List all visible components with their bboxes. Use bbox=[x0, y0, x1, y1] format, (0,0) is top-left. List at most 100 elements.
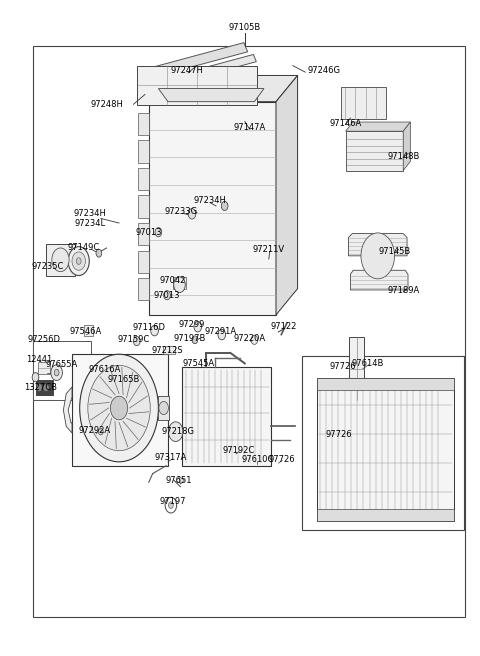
Circle shape bbox=[194, 321, 202, 332]
Bar bbox=[138, 113, 149, 135]
Bar bbox=[138, 251, 149, 273]
Bar bbox=[138, 223, 149, 245]
Text: 97616A: 97616A bbox=[88, 365, 121, 375]
Text: 97614B: 97614B bbox=[351, 359, 384, 368]
Text: 97256D: 97256D bbox=[28, 335, 60, 344]
Text: 97013: 97013 bbox=[135, 228, 162, 237]
Text: 97122: 97122 bbox=[270, 322, 296, 331]
Text: 97212S: 97212S bbox=[151, 346, 183, 355]
Polygon shape bbox=[403, 122, 410, 171]
Circle shape bbox=[192, 336, 198, 344]
Text: 97147A: 97147A bbox=[233, 123, 266, 132]
Bar bbox=[173, 277, 186, 289]
Circle shape bbox=[221, 201, 228, 211]
Text: 97233G: 97233G bbox=[165, 207, 198, 216]
Circle shape bbox=[110, 396, 128, 420]
Polygon shape bbox=[346, 122, 410, 131]
Polygon shape bbox=[276, 75, 298, 315]
Polygon shape bbox=[158, 89, 264, 102]
Text: 97165B: 97165B bbox=[108, 375, 140, 384]
Circle shape bbox=[96, 249, 102, 257]
Text: 97299: 97299 bbox=[179, 320, 205, 329]
Circle shape bbox=[151, 325, 158, 336]
Circle shape bbox=[361, 233, 395, 279]
Circle shape bbox=[168, 422, 183, 441]
Bar bbox=[317, 509, 454, 521]
Text: 97726: 97726 bbox=[269, 455, 296, 464]
Circle shape bbox=[164, 291, 170, 300]
Circle shape bbox=[32, 373, 39, 382]
Text: 97192C: 97192C bbox=[223, 445, 255, 455]
Text: 97291A: 97291A bbox=[205, 327, 237, 336]
Text: 97197: 97197 bbox=[159, 497, 186, 506]
Text: 97145B: 97145B bbox=[378, 247, 411, 256]
Text: 97042: 97042 bbox=[160, 276, 186, 285]
Bar bbox=[84, 325, 93, 336]
Circle shape bbox=[80, 354, 158, 462]
Polygon shape bbox=[158, 54, 256, 87]
Text: 97218G: 97218G bbox=[161, 427, 194, 436]
Bar bbox=[138, 195, 149, 218]
Polygon shape bbox=[149, 75, 298, 102]
Circle shape bbox=[188, 209, 196, 219]
Circle shape bbox=[98, 428, 103, 435]
Circle shape bbox=[52, 248, 69, 272]
Text: 97149C: 97149C bbox=[68, 243, 100, 253]
Bar bbox=[138, 278, 149, 300]
Circle shape bbox=[124, 379, 133, 390]
Polygon shape bbox=[348, 234, 407, 256]
Circle shape bbox=[44, 384, 48, 391]
Polygon shape bbox=[149, 43, 248, 77]
Bar bbox=[317, 378, 454, 521]
Text: 97159C: 97159C bbox=[117, 335, 150, 344]
Text: 97234H: 97234H bbox=[194, 196, 227, 205]
Circle shape bbox=[171, 427, 176, 434]
Circle shape bbox=[54, 369, 59, 376]
Text: 97234L: 97234L bbox=[75, 218, 106, 228]
Polygon shape bbox=[350, 270, 408, 290]
Circle shape bbox=[159, 401, 168, 415]
Text: 97189A: 97189A bbox=[387, 286, 420, 295]
Circle shape bbox=[218, 329, 226, 340]
Circle shape bbox=[76, 258, 81, 264]
Circle shape bbox=[165, 497, 177, 513]
Text: 97246G: 97246G bbox=[307, 66, 340, 75]
Text: 97146A: 97146A bbox=[329, 119, 362, 128]
Bar bbox=[349, 337, 364, 400]
Text: 97726: 97726 bbox=[325, 430, 352, 439]
Bar bbox=[341, 87, 386, 119]
Text: 97545A: 97545A bbox=[183, 359, 215, 368]
Circle shape bbox=[51, 365, 62, 380]
Bar bbox=[46, 244, 75, 276]
Text: 97546A: 97546A bbox=[69, 327, 102, 337]
Text: 97148B: 97148B bbox=[387, 152, 420, 161]
Bar bbox=[36, 380, 53, 395]
Bar bbox=[158, 396, 169, 420]
Text: 97726: 97726 bbox=[329, 361, 356, 371]
Text: 97211V: 97211V bbox=[253, 245, 285, 254]
Circle shape bbox=[133, 337, 140, 346]
Bar bbox=[138, 140, 149, 163]
Text: 97116D: 97116D bbox=[132, 323, 165, 333]
Text: 97651: 97651 bbox=[165, 476, 192, 485]
Circle shape bbox=[174, 277, 185, 293]
Circle shape bbox=[68, 247, 89, 276]
Bar bbox=[137, 66, 257, 105]
Text: 12441: 12441 bbox=[26, 355, 52, 364]
Text: 97655A: 97655A bbox=[45, 359, 78, 369]
Circle shape bbox=[251, 335, 258, 344]
Polygon shape bbox=[63, 387, 72, 433]
Text: 97317A: 97317A bbox=[155, 453, 187, 462]
Text: 97292A: 97292A bbox=[78, 426, 110, 435]
Circle shape bbox=[168, 502, 173, 508]
Text: 97234H: 97234H bbox=[74, 209, 107, 218]
Bar bbox=[163, 346, 175, 354]
Bar bbox=[182, 367, 271, 466]
Text: 97248H: 97248H bbox=[91, 100, 124, 110]
Text: 97220A: 97220A bbox=[234, 334, 265, 343]
Bar bbox=[317, 378, 454, 390]
Bar bbox=[33, 341, 91, 400]
Text: 97610C: 97610C bbox=[241, 455, 274, 464]
Text: 97247H: 97247H bbox=[171, 66, 204, 75]
Polygon shape bbox=[179, 476, 184, 484]
